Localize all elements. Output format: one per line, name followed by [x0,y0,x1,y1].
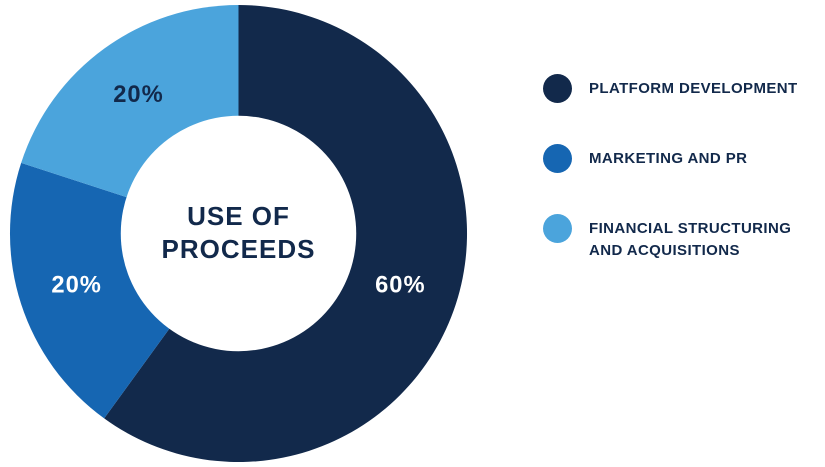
donut-hole [120,115,357,352]
donut-chart: 60% 20% 20% USE OF PROCEEDS [8,3,469,464]
legend-swatch-financial-structuring [543,214,572,243]
legend-item-platform-development: PLATFORM DEVELOPMENT [543,74,804,103]
chart-legend: PLATFORM DEVELOPMENT MARKETING AND PR FI… [543,74,804,262]
slice-percent-label: 20% [51,272,101,298]
legend-label-marketing-and-pr: MARKETING AND PR [589,150,748,167]
donut-chart-svg: 60% 20% 20% [9,4,468,463]
slice-percent-label: 60% [375,272,425,298]
legend-label-platform-development: PLATFORM DEVELOPMENT [589,80,798,97]
slice-percent-label: 20% [113,82,163,108]
legend-item-financial-structuring: FINANCIAL STRUCTURING AND ACQUISITIONS [543,214,804,262]
legend-label-financial-structuring: FINANCIAL STRUCTURING AND ACQUISITIONS [589,220,792,259]
legend-swatch-marketing-and-pr [543,144,572,173]
legend-swatch-platform-development [543,74,572,103]
legend-item-marketing-and-pr: MARKETING AND PR [543,144,804,173]
chart-title: USE OF PROCEEDS [161,200,316,265]
